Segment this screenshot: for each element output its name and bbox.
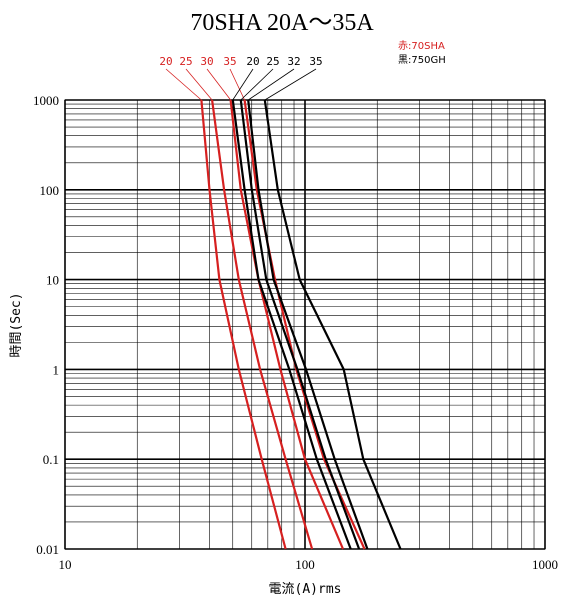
curve-leader-line xyxy=(229,68,245,101)
y-tick-label: 10 xyxy=(46,273,59,288)
curve-label-layer: 20 25 30 35 20 25 32 35 xyxy=(159,55,323,101)
series-line-red-25 xyxy=(211,99,314,550)
curve-label: 25 xyxy=(266,55,279,68)
legend-entry-750gh: 黒:750GH xyxy=(398,54,446,66)
legend-entry-70sha: 赤:70SHA xyxy=(398,40,445,52)
curve-label: 20 xyxy=(159,55,172,68)
curve-label: 30 xyxy=(200,55,213,68)
y-tick-label: 1 xyxy=(53,362,60,377)
curve-label: 35 xyxy=(223,55,236,68)
y-tick-labels: 1000 100 10 1 0.1 0.01 xyxy=(33,93,59,557)
curve-leader-line xyxy=(264,68,317,101)
series-line-black-25 xyxy=(239,99,361,550)
x-axis-label: 電流(A)rms xyxy=(269,582,342,597)
curve-leader-line xyxy=(240,68,274,101)
series-line-black-20 xyxy=(231,99,352,550)
curve-label: 35 xyxy=(309,55,322,68)
curve-leader-line xyxy=(206,68,231,101)
curve-label: 20 xyxy=(246,55,259,68)
x-tick-label: 100 xyxy=(295,557,315,572)
curve-label: 25 xyxy=(179,55,192,68)
y-tick-label: 1000 xyxy=(33,93,59,108)
chart-title: 70SHA 20A～35A xyxy=(190,10,374,36)
x-tick-label: 1000 xyxy=(532,557,558,572)
y-tick-label: 0.01 xyxy=(36,542,59,557)
plot-frame xyxy=(64,99,546,550)
series-layer xyxy=(200,99,402,550)
y-tick-label: 100 xyxy=(40,183,60,198)
y-axis-label: 時間(Sec) xyxy=(9,292,24,357)
curve-label: 32 xyxy=(287,55,300,68)
curve-leader-line xyxy=(232,68,254,101)
series-line-black-32 xyxy=(247,99,369,550)
series-line-red-30 xyxy=(229,99,345,550)
series-line-red-20 xyxy=(200,99,287,550)
curve-leader-line xyxy=(165,68,202,101)
x-tick-labels: 10 100 1000 xyxy=(59,557,559,572)
curve-leader-line xyxy=(185,68,213,101)
curve-leader-line xyxy=(247,68,295,101)
y-tick-label: 0.1 xyxy=(43,452,59,467)
x-tick-label: 10 xyxy=(59,557,72,572)
series-line-black-35 xyxy=(263,99,402,550)
